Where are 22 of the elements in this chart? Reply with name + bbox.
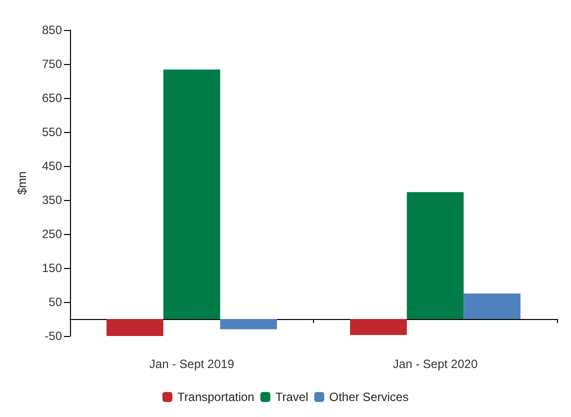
y-tick-label: 50 [48,295,62,309]
y-tick-label: 650 [42,91,62,105]
bar [163,69,220,319]
bar [350,319,407,335]
y-axis-title: $mn [15,171,29,195]
y-tick-label: 250 [42,227,62,241]
x-tick-label: Jan - Sept 2020 [392,357,478,371]
bar [406,192,464,319]
bar [464,294,520,319]
bar [106,319,164,336]
y-tick-label: 550 [42,125,62,139]
y-tick-label: 850 [42,23,62,37]
legend-label: Transportation [177,390,254,404]
y-tick-label: 350 [42,193,62,207]
y-tick-label: 450 [42,159,62,173]
legend-label: Other Services [329,390,409,404]
y-tick-label: 150 [42,261,62,275]
x-tick-label: Jan - Sept 2019 [149,357,234,371]
legend-label: Travel [275,390,308,404]
y-tick-label: 750 [42,57,62,71]
y-tick-label: -50 [44,329,62,343]
bar [220,319,277,330]
